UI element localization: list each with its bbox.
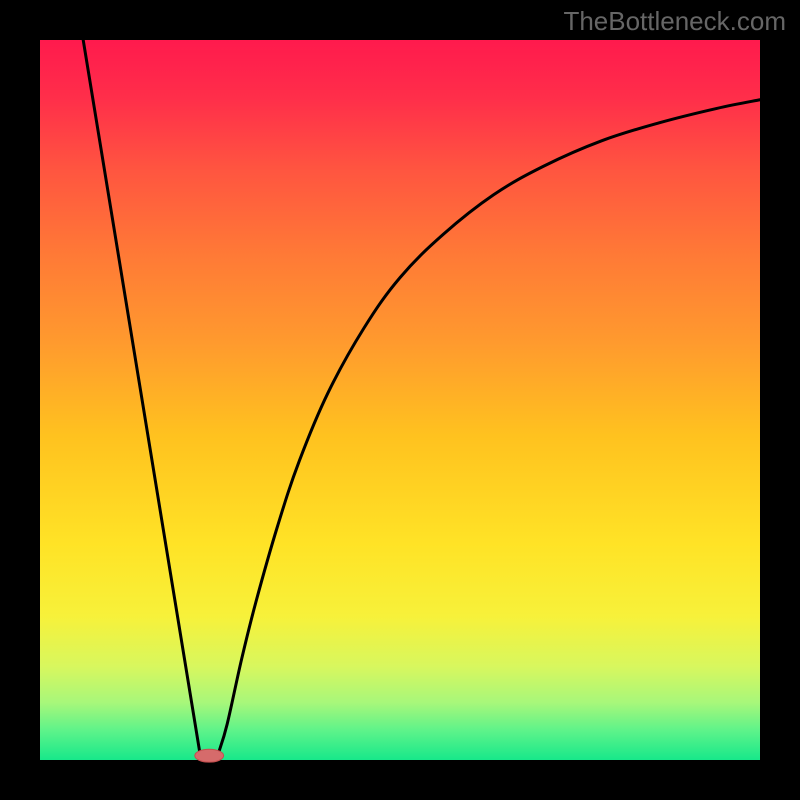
bottom-pill-marker	[195, 749, 224, 762]
bottleneck-chart	[0, 0, 800, 800]
chart-background	[40, 40, 760, 760]
chart-container: TheBottleneck.com	[0, 0, 800, 800]
